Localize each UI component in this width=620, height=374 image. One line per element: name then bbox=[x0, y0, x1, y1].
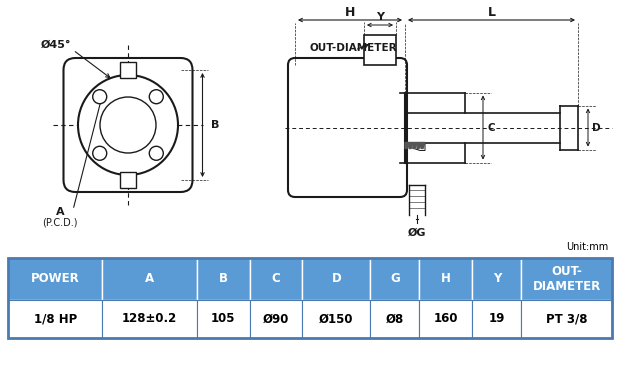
Bar bbox=[120, 62, 136, 78]
Bar bbox=[120, 172, 136, 188]
Text: POWER: POWER bbox=[31, 273, 79, 285]
Text: B: B bbox=[211, 120, 219, 130]
Polygon shape bbox=[409, 142, 413, 148]
Text: B: B bbox=[219, 273, 228, 285]
Bar bbox=[102, 300, 197, 338]
Bar bbox=[197, 300, 250, 338]
Bar bbox=[250, 258, 303, 300]
Polygon shape bbox=[413, 142, 417, 148]
Text: 19: 19 bbox=[489, 313, 505, 325]
Text: 160: 160 bbox=[433, 313, 458, 325]
Text: (P.C.D.): (P.C.D.) bbox=[42, 217, 78, 227]
FancyBboxPatch shape bbox=[288, 58, 407, 197]
Circle shape bbox=[100, 97, 156, 153]
Bar bbox=[364, 35, 396, 65]
Circle shape bbox=[149, 90, 163, 104]
Text: PT 3/8: PT 3/8 bbox=[546, 313, 588, 325]
Bar bbox=[472, 300, 521, 338]
Bar bbox=[472, 258, 521, 300]
Text: C: C bbox=[272, 273, 280, 285]
Circle shape bbox=[149, 146, 163, 160]
Text: G: G bbox=[390, 273, 400, 285]
Bar bbox=[303, 300, 370, 338]
Text: A: A bbox=[145, 273, 154, 285]
Polygon shape bbox=[417, 142, 421, 148]
Text: Y: Y bbox=[376, 12, 384, 22]
Bar bbox=[420, 300, 472, 338]
Text: Ø8: Ø8 bbox=[386, 313, 404, 325]
Text: L: L bbox=[487, 6, 495, 18]
Text: H: H bbox=[345, 6, 355, 18]
Bar bbox=[197, 258, 250, 300]
Text: OUT-
DIAMETER: OUT- DIAMETER bbox=[533, 265, 601, 293]
Text: OUT-DIAMETER: OUT-DIAMETER bbox=[310, 43, 397, 53]
Circle shape bbox=[93, 90, 107, 104]
Text: Ø90: Ø90 bbox=[263, 313, 289, 325]
Bar bbox=[370, 258, 420, 300]
Bar bbox=[102, 258, 197, 300]
Polygon shape bbox=[405, 142, 409, 148]
Text: Y: Y bbox=[493, 273, 501, 285]
Bar bbox=[370, 300, 420, 338]
Bar bbox=[250, 300, 303, 338]
Bar bbox=[420, 258, 472, 300]
FancyBboxPatch shape bbox=[63, 58, 192, 192]
Text: ØG: ØG bbox=[408, 228, 427, 238]
Polygon shape bbox=[421, 142, 425, 148]
Text: D: D bbox=[332, 273, 341, 285]
Polygon shape bbox=[405, 142, 425, 150]
Text: 1/8 HP: 1/8 HP bbox=[33, 313, 77, 325]
Text: A: A bbox=[56, 207, 64, 217]
Text: D: D bbox=[592, 123, 601, 132]
Text: 105: 105 bbox=[211, 313, 236, 325]
Circle shape bbox=[93, 146, 107, 160]
Text: C: C bbox=[487, 123, 495, 132]
Text: H: H bbox=[441, 273, 451, 285]
Bar bbox=[521, 258, 612, 300]
Bar bbox=[8, 258, 102, 300]
Text: 128±0.2: 128±0.2 bbox=[122, 313, 177, 325]
Bar bbox=[303, 258, 370, 300]
Text: Ø150: Ø150 bbox=[319, 313, 353, 325]
Circle shape bbox=[78, 75, 178, 175]
Text: Ø45°: Ø45° bbox=[41, 40, 71, 50]
Bar bbox=[521, 300, 612, 338]
Bar bbox=[8, 300, 102, 338]
Text: Unit:mm: Unit:mm bbox=[565, 242, 608, 252]
Bar bbox=[8, 258, 612, 338]
